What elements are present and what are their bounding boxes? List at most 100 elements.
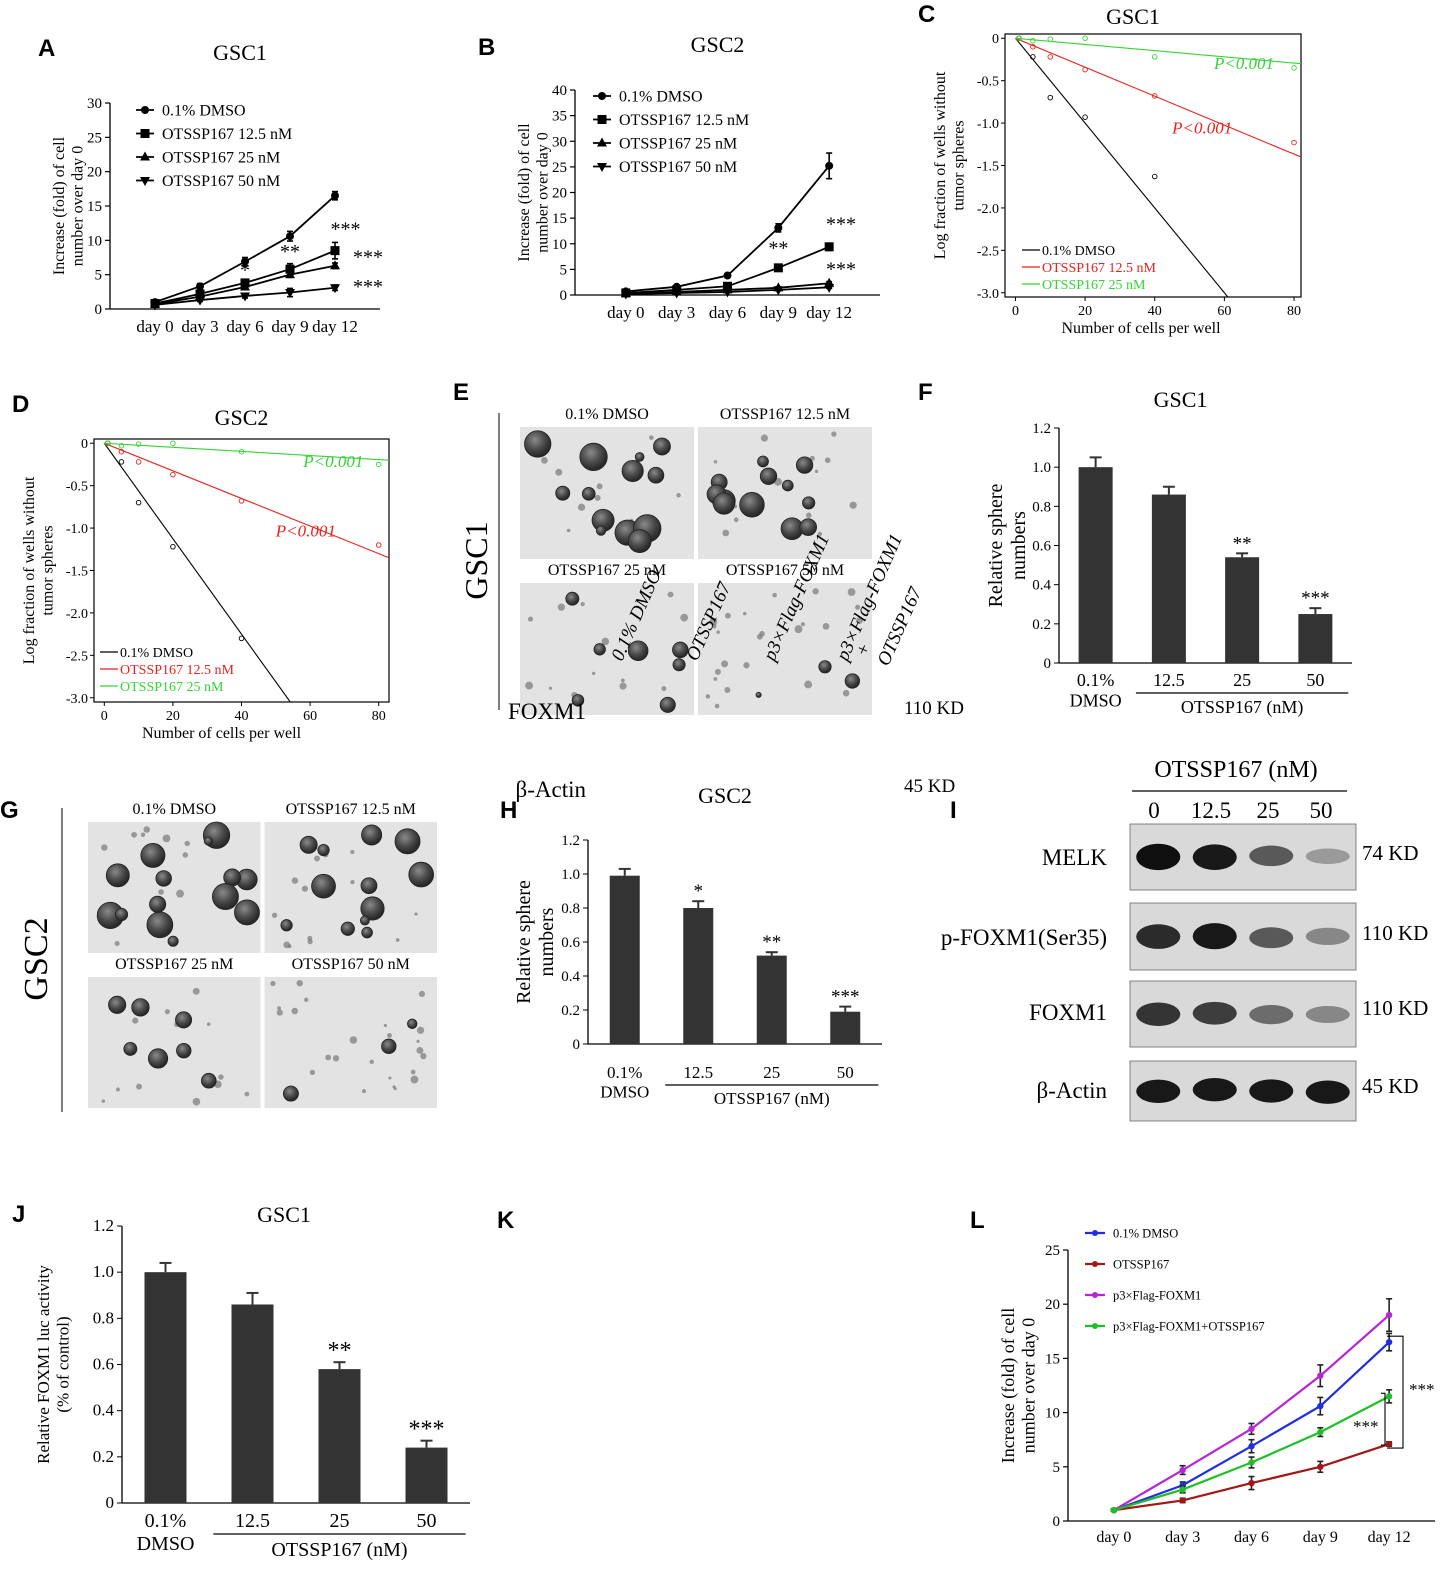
significance-label: *** (831, 987, 860, 1008)
y-tick-label: 1.0 (561, 867, 580, 883)
blot-band (1249, 845, 1294, 867)
cell-cluster (140, 832, 146, 837)
y-axis-label-line: Increase (fold) of cell (516, 123, 533, 262)
y-axis-label-line: Relative FOXM1 luc activity (34, 1265, 53, 1464)
cell-cluster (410, 1069, 416, 1075)
data-point (1082, 114, 1088, 120)
size-label: 110 KD (904, 698, 964, 719)
cell-cluster (418, 990, 426, 998)
data-point (118, 459, 125, 465)
cell-cluster (114, 940, 120, 947)
cell-cluster (856, 616, 864, 624)
annotation-label: P<0.001 (1171, 118, 1232, 137)
data-point (118, 448, 125, 455)
y-tick-label: 0.8 (93, 1308, 114, 1327)
cell-cluster (101, 844, 108, 851)
y-axis-label-line: number over day 0 (534, 132, 551, 252)
group-label: OTSSP167 (nM) (714, 1089, 830, 1108)
x-tick-label: day 6 (1234, 1529, 1269, 1546)
x-tick-label: 12.5 (683, 1063, 713, 1082)
x-tick-label: day 9 (760, 303, 797, 322)
cell-cluster (414, 912, 418, 916)
x-tick-label: day 3 (658, 303, 695, 322)
y-tick-label: -0.5 (977, 75, 999, 90)
cell-cluster (395, 938, 400, 942)
blot-band (1136, 1079, 1181, 1103)
blot-band (1249, 1005, 1294, 1025)
data-point (375, 542, 382, 548)
fit-line (1015, 37, 1229, 297)
cell-cluster (591, 671, 596, 676)
data-point (671, 289, 682, 299)
chart-title: GSC2 (698, 783, 752, 808)
y-tick-label: 35 (552, 109, 567, 125)
x-tick-label: 20 (166, 709, 180, 724)
y-tick-label: 5 (1053, 1460, 1061, 1476)
tumor-sphere (360, 877, 378, 895)
significance-label: *** (1409, 1380, 1435, 1399)
y-tick-label: 20 (87, 165, 102, 181)
significance-label: *** (409, 1417, 445, 1443)
cell-cluster (416, 1047, 424, 1054)
x-tick-label: day 3 (1165, 1529, 1200, 1546)
data-point (1317, 1402, 1324, 1410)
tumor-sphere (394, 828, 421, 855)
data-point (773, 286, 784, 296)
data-point (1385, 1338, 1393, 1346)
panel-L-growth-chart: 0 5 10 15 20 25 day 0 day 3 day 6 day 9 day 12 Incr… (998, 1226, 1435, 1546)
x-tick-label: day 3 (181, 317, 218, 336)
y-tick-label: 40 (552, 83, 567, 99)
data-point (1179, 1486, 1186, 1493)
legend-label: 0.1% DMSO (120, 646, 193, 661)
significance-label: ** (768, 238, 788, 260)
data-point (240, 281, 250, 291)
size-label: 45 KD (904, 776, 955, 797)
cell-cluster (620, 678, 625, 683)
tumor-sphere (299, 835, 318, 854)
cell-cluster (420, 1052, 427, 1060)
protein-label: MELK (1042, 845, 1108, 870)
data-point (1047, 94, 1054, 101)
bar (405, 1447, 448, 1503)
y-tick-label: 20 (552, 186, 567, 202)
image-label: 0.1% DMSO (132, 801, 216, 818)
cell-cluster (362, 1089, 367, 1094)
bar (683, 908, 714, 1044)
cell-cluster (410, 1075, 419, 1084)
panel-C-limiting-dilution-chart: 0 -0.5 -1.0 -1.5 -2.0 -2.5 -3.0 0 20 40 60 80 Number… (932, 4, 1302, 337)
protein-label: FOXM1 (1029, 1000, 1107, 1025)
cell-cluster (287, 944, 292, 949)
legend-marker (1092, 1261, 1098, 1267)
cell-cluster (742, 611, 747, 616)
y-tick-label: 25 (552, 160, 567, 176)
tumor-sphere (361, 824, 383, 846)
legend-label: p3×Flag-FOXM1+OTSSP167 (1113, 1319, 1265, 1333)
tumor-sphere (581, 487, 596, 501)
data-point (824, 283, 835, 293)
cell-cluster (218, 1074, 224, 1080)
x-tick-label: day 9 (271, 317, 308, 336)
tumor-sphere (579, 442, 608, 472)
x-tick-label: 80 (372, 709, 386, 724)
data-point (285, 269, 295, 279)
legend-label: OTSSP167 25 nM (120, 680, 224, 695)
cell-line-label: GSC2 (18, 917, 55, 1000)
lane-label: 25 (1257, 798, 1280, 823)
legend-marker (597, 137, 607, 147)
legend-label: p3×Flag-FOXM1 (1113, 1288, 1201, 1302)
tumor-sphere (759, 467, 778, 485)
panel-letter-G: G (0, 797, 19, 824)
cell-cluster (182, 852, 189, 858)
x-tick-label: 50 (417, 1510, 437, 1532)
x-tick-label: day 12 (806, 303, 852, 322)
y-tick-label: -3.0 (977, 287, 999, 302)
blot-band (1305, 927, 1350, 945)
data-point (1317, 1372, 1324, 1379)
cell-cluster (822, 623, 830, 630)
y-axis-label-line: Relative sphere (513, 880, 535, 1004)
data-point (330, 284, 340, 294)
y-tick-label: 5 (560, 262, 568, 278)
cell-cluster (800, 622, 805, 627)
cell-cluster (304, 997, 309, 1002)
y-tick-label: -1.5 (977, 160, 999, 175)
